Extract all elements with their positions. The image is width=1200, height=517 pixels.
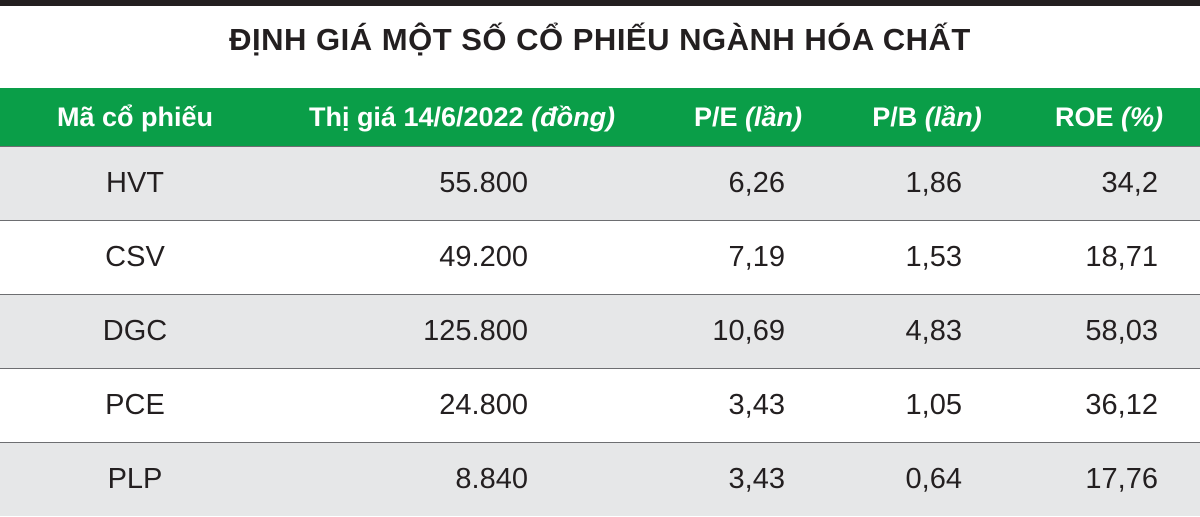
table-cell: 18,71 [1085, 241, 1158, 273]
table-cell: 36,12 [1085, 389, 1158, 421]
table-cell: PLP [107, 463, 163, 495]
header-cell: Mã cổ phiếu [0, 88, 335, 146]
table-cell: 7,19 [728, 241, 785, 273]
header-text: P/E [693, 102, 738, 132]
table-cell: 24.800 [439, 389, 528, 421]
table-cell: 55.800 [439, 167, 528, 199]
table-cell: 3,43 [728, 463, 785, 495]
table-cell: DGC [102, 315, 168, 347]
table-cell: PCE [105, 389, 165, 421]
title: ĐỊNH GIÁ MỘT SỐ CỔ PHIẾU NGÀNH HÓA CHẤT [229, 22, 971, 57]
header-unit: (lần) [924, 102, 982, 132]
table-cell: 3,43 [728, 389, 785, 421]
table-cell: 58,03 [1085, 315, 1158, 347]
table-cell: HVT [106, 167, 164, 199]
header-cell: P/E (lần) [548, 88, 948, 146]
table-cell: 6,26 [728, 167, 785, 199]
header-unit: (đồng) [531, 102, 616, 132]
table-cell: 8.840 [455, 463, 528, 495]
table-cell: 17,76 [1085, 463, 1158, 495]
table-row: PCE 24.800 3,43 1,05 36,12 [0, 368, 1200, 442]
table-row: DGC 125.800 10,69 4,83 58,03 [0, 294, 1200, 368]
table-cell: 49.200 [439, 241, 528, 273]
table-row: CSV 49.200 7,19 1,53 18,71 [0, 220, 1200, 294]
header-cell: P/B (lần) [727, 88, 1127, 146]
header-unit: (lần) [745, 102, 803, 132]
table-cell: 4,83 [905, 315, 962, 347]
table-cell: 10,69 [712, 315, 785, 347]
table-cell: 0,64 [905, 463, 962, 495]
table-row: HVT 55.800 6,26 1,86 34,2 [0, 146, 1200, 220]
header-unit: (%) [1121, 102, 1164, 132]
header-cell: Thị giá 14/6/2022 (đồng) [262, 88, 662, 146]
table-cell: 1,53 [905, 241, 962, 273]
header-text: ROE [1054, 102, 1114, 132]
table-cell: 34,2 [1101, 167, 1158, 199]
table-cell: CSV [105, 241, 165, 273]
table-cell: 1,86 [905, 167, 962, 199]
header-cell: ROE (%) [909, 88, 1200, 146]
top-bar [0, 0, 1200, 6]
header-text: Thị giá 14/6/2022 [308, 102, 524, 132]
header-text: Mã cổ phiếu [56, 102, 213, 132]
table-row: PLP 8.840 3,43 0,64 17,76 [0, 442, 1200, 516]
table-header: Mã cổ phiếu Thị giá 14/6/2022 (đồng) P/E (… [0, 88, 1200, 146]
header-text: P/B [872, 102, 918, 132]
table-cell: 125.800 [423, 315, 528, 347]
table-cell: 1,05 [905, 389, 962, 421]
